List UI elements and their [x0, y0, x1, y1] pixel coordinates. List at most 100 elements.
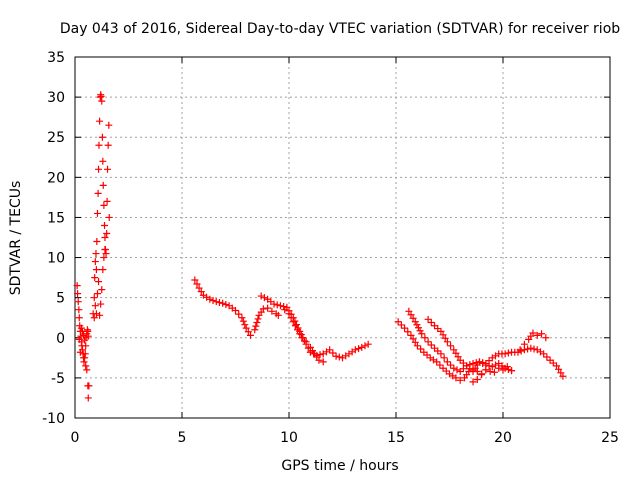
data-point	[104, 141, 112, 149]
data-point	[421, 334, 429, 342]
data-point	[92, 266, 100, 274]
data-point	[527, 344, 535, 352]
x-axis-label: GPS time / hours	[281, 458, 398, 474]
data-point	[501, 350, 509, 358]
data-point	[559, 372, 567, 380]
data-point	[90, 314, 98, 322]
data-point	[437, 350, 445, 358]
data-point	[540, 350, 548, 358]
data-point	[98, 286, 106, 294]
data-point	[517, 347, 525, 355]
data-point	[499, 366, 507, 374]
data-point	[206, 295, 214, 303]
data-point	[418, 330, 426, 338]
data-point	[358, 343, 366, 351]
data-point	[76, 348, 84, 356]
data-point	[281, 306, 289, 314]
data-point	[99, 181, 107, 189]
data-point	[475, 358, 483, 366]
y-tick-label: 10	[47, 251, 65, 267]
x-tick-label: 25	[601, 430, 619, 446]
data-point	[315, 356, 323, 364]
data-point	[443, 358, 451, 366]
data-point	[191, 276, 199, 284]
data-point	[264, 304, 272, 312]
data-point	[268, 307, 276, 315]
data-point	[294, 326, 302, 334]
data-point	[298, 334, 306, 342]
data-point	[246, 331, 254, 339]
data-point	[239, 317, 247, 325]
data-point	[242, 324, 250, 332]
data-point	[91, 258, 99, 266]
data-point	[538, 330, 546, 338]
data-point	[416, 327, 424, 335]
data-point	[95, 141, 103, 149]
data-point	[302, 338, 310, 346]
data-point	[97, 300, 105, 308]
data-point	[101, 246, 109, 254]
data-point	[280, 302, 288, 310]
data-point	[478, 371, 486, 379]
y-tick-label: 15	[47, 210, 65, 226]
data-point	[273, 301, 281, 309]
y-tick-label: 30	[47, 90, 65, 106]
data-point	[529, 329, 537, 337]
data-point	[287, 314, 295, 322]
data-point	[95, 165, 103, 173]
data-point	[469, 378, 477, 386]
x-tick-label: 15	[387, 430, 405, 446]
data-point	[490, 368, 498, 376]
data-point	[433, 358, 441, 366]
chart-title: Day 043 of 2016, Sidereal Day-to-day VTE…	[60, 21, 620, 37]
data-point	[241, 321, 249, 329]
data-point	[105, 213, 113, 221]
data-point	[90, 294, 98, 302]
data-point	[75, 335, 83, 343]
data-point	[195, 284, 203, 292]
data-point	[530, 345, 538, 353]
data-point	[270, 300, 278, 308]
data-point	[215, 298, 223, 306]
data-point	[259, 305, 267, 313]
data-point	[219, 299, 227, 307]
data-point	[80, 358, 88, 366]
data-point	[80, 331, 88, 339]
data-point	[102, 250, 110, 258]
data-point	[503, 363, 511, 371]
data-point	[274, 311, 282, 319]
data-point	[361, 342, 369, 350]
data-point	[81, 350, 89, 358]
data-point	[77, 324, 85, 332]
y-tick-label: 5	[56, 291, 65, 307]
data-point	[244, 328, 252, 336]
grid	[75, 57, 610, 418]
data-point	[469, 359, 477, 367]
data-point	[516, 346, 524, 354]
data-point	[98, 97, 106, 105]
data-point	[326, 346, 334, 354]
y-tick-label: 25	[47, 130, 65, 146]
data-point	[508, 367, 516, 375]
data-point	[319, 358, 327, 366]
data-point	[394, 318, 402, 326]
data-point	[99, 266, 107, 274]
data-point	[84, 332, 92, 340]
data-point	[254, 315, 262, 323]
data-point	[453, 366, 461, 374]
data-point	[104, 165, 112, 173]
data-point	[74, 298, 82, 306]
data-point	[235, 310, 243, 318]
data-point	[212, 298, 220, 306]
data-point	[94, 189, 102, 197]
data-point	[450, 364, 458, 372]
data-point	[101, 221, 109, 229]
data-point	[332, 352, 340, 360]
x-tick-label: 10	[280, 430, 298, 446]
data-point	[99, 157, 107, 165]
data-point	[443, 338, 451, 346]
data-point	[100, 254, 108, 262]
data-point	[93, 238, 101, 246]
data-point	[413, 342, 421, 350]
